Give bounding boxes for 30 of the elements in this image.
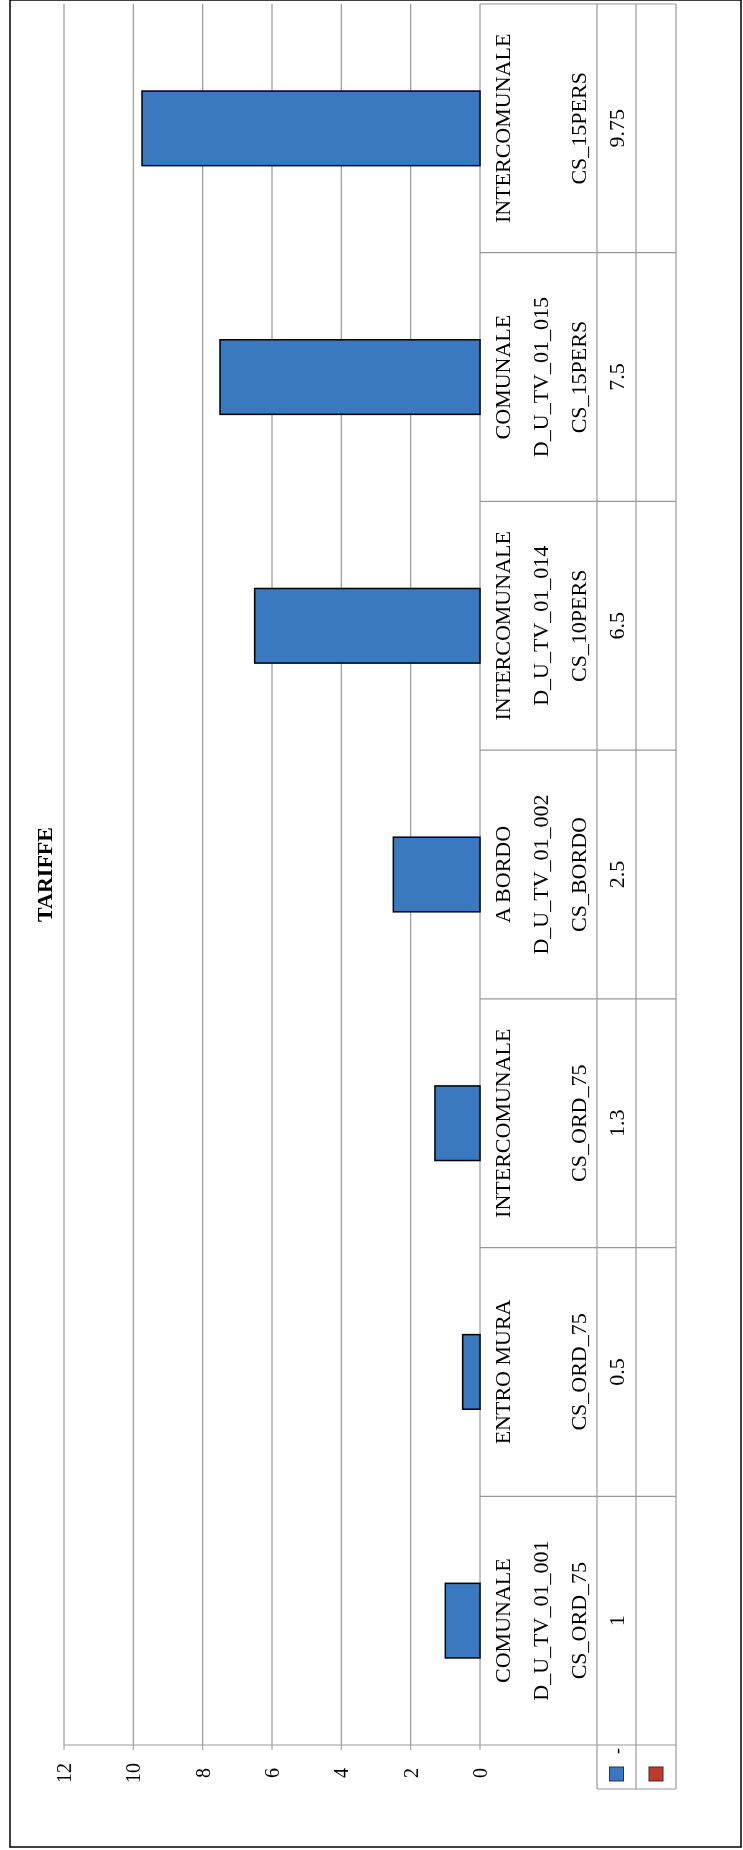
y-tick-label: COMUNALE D_U_TV_01_001 CS_ORD_75 xyxy=(490,1540,591,1701)
x-tick-label: 2 xyxy=(399,1768,422,1778)
y-tick-label: INTERCOMUNALE D_U_TV_01_014 CS_10PERS xyxy=(490,531,591,721)
category-label: INTERCOMUNALE CS_15PERS xyxy=(490,33,591,224)
bar xyxy=(392,836,481,913)
bar xyxy=(434,1085,481,1162)
data-label: 1.3 xyxy=(604,1109,629,1137)
y-tick-label: A BORDO D_U_TV_01_002 CS_BORDO xyxy=(490,794,591,955)
x-tick-label: 8 xyxy=(191,1768,214,1778)
data-label: 0.5 xyxy=(604,1358,629,1386)
text: - xyxy=(606,1748,627,1754)
data-label: 1 xyxy=(604,1615,629,1627)
bar xyxy=(253,587,481,664)
bar xyxy=(141,90,481,167)
text: TARIFFE xyxy=(32,827,57,922)
category-label: INTERCOMUNALE CS_ORD_75 xyxy=(490,1028,591,1218)
data-label: 2.5 xyxy=(604,860,629,889)
bar xyxy=(219,339,481,416)
bar xyxy=(444,1582,481,1659)
data-label: 6.5 xyxy=(604,612,629,640)
x-tick-label: 4 xyxy=(330,1768,353,1778)
category-label: ENTRO MURA CS_ORD_75 xyxy=(490,1299,591,1445)
x-tick-label: 0 xyxy=(469,1768,491,1778)
x-tick-label: 12 xyxy=(53,1763,75,1783)
data-label: 7.5 xyxy=(604,363,629,391)
x-tick-label: 6 xyxy=(261,1768,283,1778)
x-tick-label: 10 xyxy=(122,1763,145,1783)
y-tick-label: COMUNALE D_U_TV_01_015 CS_15PERS xyxy=(490,297,591,458)
data-label: 9.75 xyxy=(604,109,629,148)
bar xyxy=(461,1333,481,1410)
